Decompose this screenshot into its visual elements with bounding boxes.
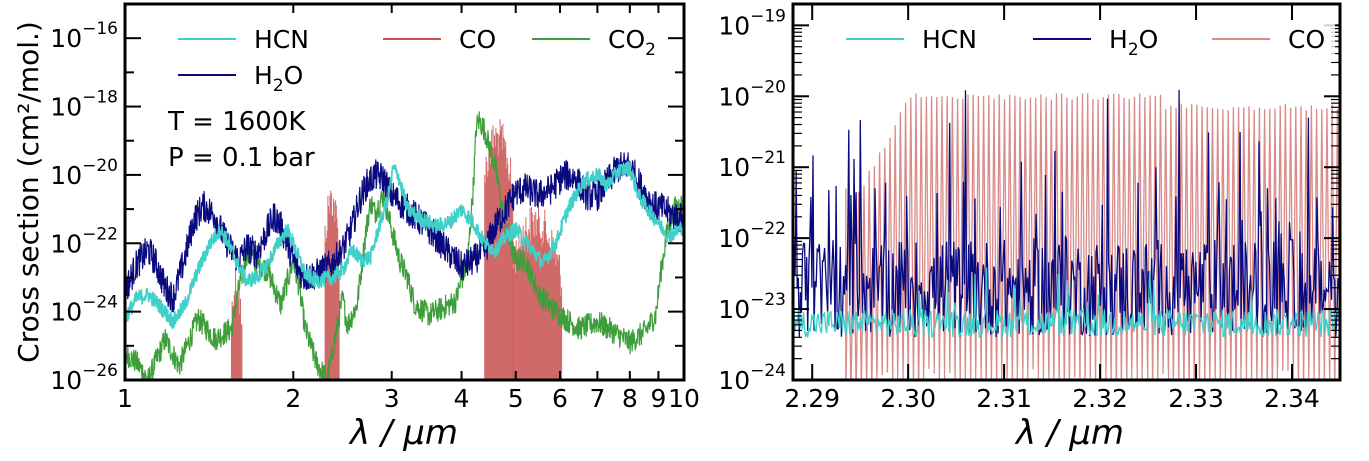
right-y-tick-label: 10−23	[718, 290, 786, 324]
left-tick-marks	[124, 3, 685, 381]
right-x-tick-labels: 2.29 2.30 2.31 2.32 2.33 2.34	[784, 384, 1319, 413]
left-co2-series	[125, 111, 684, 380]
left-legend: HCN CO CO2 H2O	[178, 25, 656, 96]
right-legend-label: HCN	[922, 25, 977, 54]
left-y-tick-label: 10−24	[50, 293, 118, 327]
left-axes-frame	[123, 2, 686, 382]
left-x-tick-label: 8	[622, 384, 638, 413]
left-legend-label: H2O	[254, 61, 303, 96]
right-legend-background	[835, 20, 1335, 62]
right-y-tick-labels: 10−24 10−23 10−22 10−21 10−20 10−19	[718, 6, 786, 395]
left-co-band-0	[230, 268, 243, 380]
right-x-tick-label: 2.32	[1072, 384, 1128, 413]
left-x-tick-label: 2	[285, 384, 301, 413]
left-y-tick-labels: 10−26 10−24 10−22 10−20 10−18 10−16	[50, 19, 118, 395]
left-x-tick-label: 6	[552, 384, 568, 413]
left-y-tick-label: 10−26	[50, 361, 118, 395]
left-x-tick-labels: 1 2 3 4 5 6 7 8 9 10	[117, 384, 700, 413]
right-chart: 2.29 2.30 2.31 2.32 2.33 2.34 10−24 10−23 10−22…	[718, 2, 1342, 453]
right-x-axis-label: λ / μm	[1014, 413, 1124, 453]
right-x-tick-label: 2.29	[784, 384, 840, 413]
left-legend-label: CO2	[608, 25, 656, 60]
right-legend-label: H2O	[1109, 25, 1158, 60]
left-x-axis-label: λ / μm	[348, 413, 458, 453]
left-plot-area	[125, 111, 684, 380]
right-legend: HCN H2O CO	[835, 20, 1335, 62]
left-x-tick-label: 7	[589, 384, 605, 413]
right-x-tick-label: 2.30	[880, 384, 936, 413]
left-x-tick-label: 4	[454, 384, 470, 413]
right-y-tick-label: 10−24	[718, 361, 786, 395]
right-legend-label: CO	[1288, 25, 1325, 54]
left-x-tick-label: 3	[384, 384, 400, 413]
right-y-tick-label: 10−22	[718, 219, 786, 253]
left-hcn-series	[125, 161, 684, 330]
right-x-tick-label: 2.34	[1264, 384, 1320, 413]
left-co-band-1	[324, 190, 340, 380]
left-y-tick-label: 10−16	[50, 19, 118, 53]
right-co-series	[845, 92, 1340, 380]
right-y-tick-label: 10−20	[718, 77, 786, 111]
left-y-axis-label: Cross section (cm²/mol.)	[12, 21, 45, 363]
right-y-tick-label: 10−19	[718, 6, 786, 40]
right-axes-frame	[791, 2, 1342, 382]
left-chart: 1 2 3 4 5 6 7 8 9 10 10−2610−2410−2210−2010−1810−…	[12, 2, 700, 453]
left-legend-label: CO	[459, 25, 496, 54]
left-x-tick-label: 1	[117, 384, 133, 413]
right-hcn-series	[793, 267, 1340, 339]
annotation-pressure: P = 0.1 bar	[168, 143, 315, 173]
right-x-tick-label: 2.33	[1168, 384, 1224, 413]
right-y-tick-label: 10−21	[718, 148, 786, 182]
right-x-tick-label: 2.31	[976, 384, 1032, 413]
left-legend-label: HCN	[254, 25, 309, 54]
left-y-tick-label: 10−20	[50, 156, 118, 190]
left-y-tick-label: 10−22	[50, 224, 118, 258]
right-plot-area	[793, 89, 1340, 380]
annotation-temperature: T = 1600K	[167, 107, 306, 137]
left-x-tick-label: 10	[668, 384, 700, 413]
left-y-tick-label: 10−18	[50, 88, 118, 122]
left-x-tick-label: 9	[650, 384, 666, 413]
left-x-tick-label: 5	[508, 384, 524, 413]
